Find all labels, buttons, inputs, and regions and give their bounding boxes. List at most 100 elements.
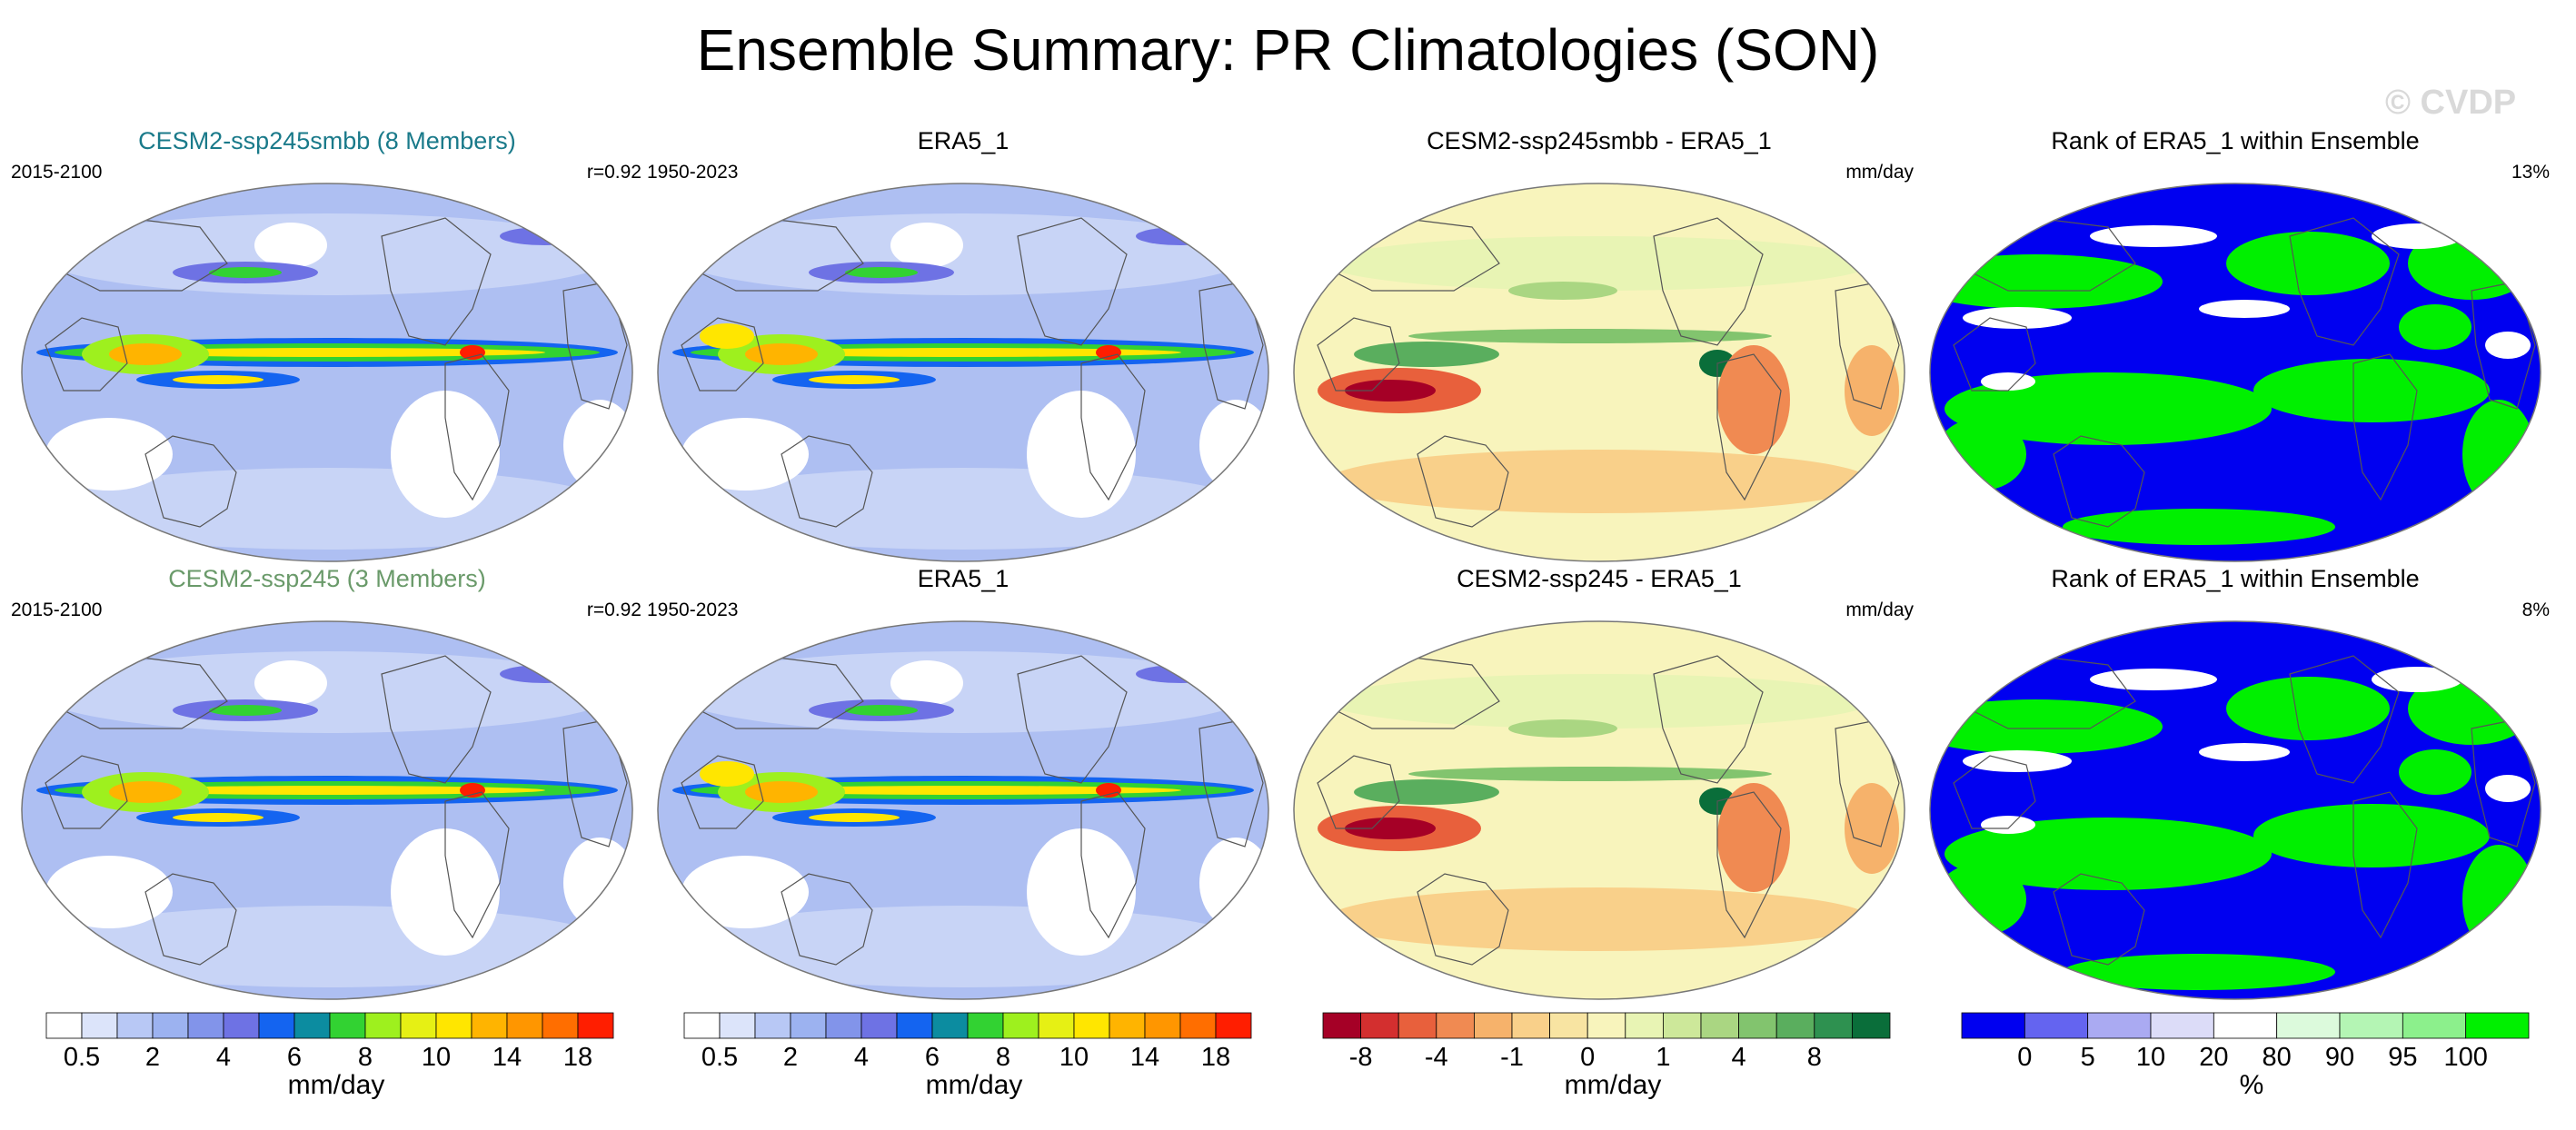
se-pacific-dry <box>1027 828 1136 956</box>
map-border <box>1293 183 1905 562</box>
spcz-core <box>809 375 900 384</box>
coastline <box>1317 755 1400 829</box>
coastline <box>144 873 237 966</box>
colorbar-tick-label: 2 <box>782 1043 799 1072</box>
colorbar-swatch <box>1852 1012 1891 1039</box>
colorbar-swatch <box>1586 1012 1626 1039</box>
panel-title: ERA5_1 <box>917 565 1010 592</box>
dry-region <box>254 660 327 706</box>
colorbar-clim-2: 0.5 2 4 6 8 10 14 18 mm/day <box>683 1012 1265 1130</box>
indian-neg-core <box>1345 818 1436 839</box>
rank-green-region <box>2462 845 2535 954</box>
colorbar-swatch <box>1144 1012 1181 1039</box>
rank-green-region <box>2253 804 2490 867</box>
maritime-core <box>109 343 182 365</box>
maritime-pos <box>1354 342 1499 367</box>
sh-neg-light <box>1327 450 1872 513</box>
storm-track-core <box>209 705 282 716</box>
correlation-label: r=0.92 <box>586 162 642 183</box>
maritime-core <box>745 343 818 365</box>
itcz-core <box>745 348 1181 357</box>
colorbar-swatch <box>187 1012 224 1039</box>
storm-track-atlantic <box>500 227 591 245</box>
rank-green-region <box>2063 954 2335 990</box>
rank-white-region <box>2485 775 2531 802</box>
colorbar-swatch <box>1961 1012 2025 1039</box>
coastline <box>381 655 492 784</box>
map-plot <box>1293 183 1905 562</box>
east-pacific-max <box>460 345 485 360</box>
colorbar-tick-label: 80 <box>2262 1043 2292 1072</box>
colorbar-swatch <box>967 1012 1004 1039</box>
panel-title: Rank of ERA5_1 within Ensemble <box>2051 127 2420 154</box>
map-panel: CESM2-ssp245 - ERA5_1 mm/day <box>1281 565 1917 1001</box>
colorbar-swatch <box>860 1012 898 1039</box>
colorbar-tick-label: 8 <box>1806 1043 1822 1072</box>
colorbar-swatch <box>223 1012 260 1039</box>
coastline <box>1653 655 1764 784</box>
colorbar-tick-label: 6 <box>286 1043 303 1072</box>
maritime-core <box>745 781 818 803</box>
cvdp-watermark: © CVDP <box>2385 84 2517 122</box>
map-border <box>657 183 1269 562</box>
rank-white-region <box>1963 307 2072 329</box>
nh-light-band <box>36 213 618 295</box>
colorbar-swatch <box>1109 1012 1146 1039</box>
coastline <box>681 755 764 829</box>
map-border <box>657 620 1269 1000</box>
colorbar-tick-label: 8 <box>995 1043 1011 1072</box>
maritime-pos <box>1354 779 1499 805</box>
rank-green-region <box>1935 863 2026 936</box>
colorbar-tick-label: 1 <box>1656 1043 1671 1072</box>
sea-max <box>700 323 754 349</box>
indian-dry <box>45 856 173 928</box>
coastline <box>1653 217 1764 346</box>
coastline <box>1417 873 1509 966</box>
samerica-neg <box>1717 783 1790 892</box>
colorbar-tick-label: 90 <box>2324 1043 2355 1072</box>
colorbar-tick-label: 20 <box>2199 1043 2229 1072</box>
rank-white-region <box>2199 743 2290 761</box>
coastline <box>45 317 128 392</box>
colorbar-tick-label: 10 <box>1059 1043 1089 1072</box>
colorbar-swatch <box>1473 1012 1513 1039</box>
storm-track-atlantic <box>500 665 591 683</box>
colorbar-swatch <box>1662 1012 1702 1039</box>
colorbar-tick-label: 18 <box>1200 1043 1231 1072</box>
colorbar-swatch <box>400 1012 437 1039</box>
colorbar-swatch <box>2024 1012 2089 1039</box>
period-label: 2015-2100 <box>11 162 103 183</box>
maritime-core <box>109 781 182 803</box>
map-panel: Rank of ERA5_1 within Ensemble 8% <box>1917 565 2553 1001</box>
spcz-core <box>173 375 264 384</box>
sea-max <box>700 761 754 787</box>
colorbar-swatch <box>1397 1012 1437 1039</box>
coastline <box>381 217 492 346</box>
coastline <box>2352 353 2418 501</box>
colorbar-tick-label: 10 <box>421 1043 452 1072</box>
colorbar-swatch <box>152 1012 189 1039</box>
coastline <box>2289 655 2400 784</box>
dry-region <box>254 223 327 268</box>
colorbar-tick-label: 95 <box>2388 1043 2418 1072</box>
colorbar-tick-label: 6 <box>924 1043 940 1072</box>
east-pacific-max <box>1096 783 1121 798</box>
indian-neg-core <box>1345 380 1436 401</box>
storm-track-atlantic <box>1136 665 1227 683</box>
map-border <box>1293 620 1905 1000</box>
colorbar-swatch <box>258 1012 295 1039</box>
colorbar-tick-label: -1 <box>1500 1043 1524 1072</box>
rank-white-region <box>2199 300 2290 318</box>
rank-green-region <box>2253 359 2490 422</box>
itcz-core <box>745 786 1181 795</box>
colorbar-swatch <box>435 1012 472 1039</box>
colorbar-swatch <box>293 1012 331 1039</box>
map-plot <box>657 620 1269 1000</box>
colorbar-swatch <box>2402 1012 2467 1039</box>
rank-green-region <box>2399 304 2472 350</box>
rank-white-region <box>2372 667 2462 692</box>
colorbar-tick-label: 8 <box>357 1043 373 1072</box>
colorbar-rank: 0 5 10 20 80 90 95 100% <box>1961 1012 2542 1130</box>
correlation-label: r=0.92 <box>586 600 642 620</box>
coastline <box>45 755 128 829</box>
